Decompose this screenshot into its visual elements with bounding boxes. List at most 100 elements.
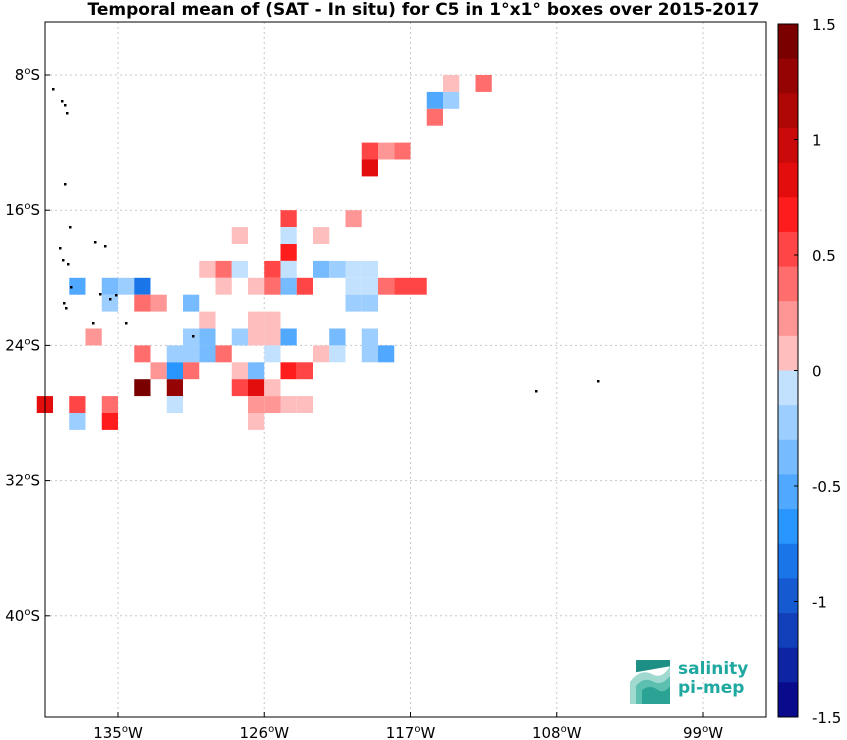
island-markers: [52, 88, 600, 393]
island-dot: [109, 298, 112, 301]
colorbar-step: [778, 231, 798, 268]
lon-tick-label: 99oW: [683, 724, 723, 740]
anomaly-cell: [280, 260, 297, 278]
anomaly-cell: [329, 260, 346, 278]
anomaly-cell: [248, 277, 265, 295]
anomaly-cell: [378, 277, 395, 295]
lat-tick-label: 8oS: [15, 66, 40, 84]
anomaly-cell: [296, 396, 313, 413]
colorbar-step: [778, 24, 798, 60]
colorbar-step: [778, 543, 798, 579]
anomaly-cell: [329, 345, 346, 363]
anomaly-cell: [264, 260, 281, 278]
island-dot: [94, 241, 97, 244]
anomaly-cell: [361, 345, 378, 363]
anomaly-cell: [69, 277, 86, 295]
anomaly-cell: [101, 413, 118, 430]
colorbar: [777, 23, 799, 718]
anomaly-cell: [426, 91, 443, 109]
lat-tick-label: 16oS: [5, 201, 40, 219]
logo-line-salinity: salinity: [678, 659, 749, 679]
anomaly-cell: [280, 244, 297, 261]
lon-tick-label: 126oW: [239, 724, 289, 740]
anomaly-cell: [248, 396, 265, 413]
colorbar-step: [778, 613, 798, 649]
colorbar-step: [778, 405, 798, 441]
anomaly-cell: [264, 277, 281, 295]
colorbar-step: [778, 93, 798, 129]
anomaly-cell: [199, 345, 216, 363]
lat-tick-label: 40oS: [5, 607, 40, 625]
anomaly-cell: [166, 379, 183, 397]
anomaly-cell: [313, 227, 330, 244]
island-dot: [67, 263, 70, 266]
anomaly-cell: [361, 328, 378, 346]
anomaly-cell: [215, 345, 232, 363]
anomaly-cell: [280, 227, 297, 244]
anomaly-cell: [280, 210, 297, 228]
anomaly-cell: [248, 311, 265, 329]
anomaly-cell: [69, 413, 86, 430]
colorbar-tick-label: 0.5: [812, 247, 836, 265]
island-dot: [69, 226, 72, 229]
logo-line-pi-mep: pi-mep: [678, 678, 745, 698]
colorbar-tick-label: -0.5: [812, 478, 841, 496]
island-dot: [64, 183, 67, 186]
anomaly-cell: [215, 260, 232, 278]
anomaly-cell: [345, 260, 362, 278]
lat-tick-label: 32oS: [5, 472, 40, 490]
island-dot: [52, 88, 55, 91]
colorbar-step: [778, 58, 798, 94]
colorbar-tick-label: 0: [812, 363, 822, 381]
anomaly-cell: [264, 379, 281, 397]
anomaly-cell: [345, 210, 362, 228]
anomaly-cell: [134, 345, 151, 363]
island-dot: [65, 307, 68, 310]
anomaly-cell: [280, 328, 297, 346]
colorbar-tick-label: 1.5: [812, 16, 836, 34]
anomaly-cell: [361, 159, 378, 177]
anomaly-cell: [231, 260, 248, 278]
lon-tick-label: 117oW: [386, 724, 436, 740]
anomaly-cell: [183, 362, 200, 380]
anomaly-cell: [231, 362, 248, 380]
anomaly-cell: [361, 294, 378, 312]
island-dot: [535, 390, 538, 393]
colorbar-step: [778, 370, 798, 406]
anomaly-cell: [150, 362, 167, 380]
colorbar-step: [778, 682, 798, 718]
colorbar-tick-label: -1.5: [812, 709, 841, 727]
island-dot: [104, 245, 107, 248]
anomaly-cell: [313, 345, 330, 363]
colorbar-step: [778, 335, 798, 371]
lat-tick-label: 24oS: [5, 336, 40, 354]
salinity-pi-mep-logo: salinity pi-mep: [626, 660, 756, 708]
colorbar-tick-label: 1: [812, 132, 822, 150]
colorbar-step: [778, 301, 798, 337]
anomaly-cell: [248, 362, 265, 380]
colorbar-step: [778, 509, 798, 545]
anomaly-cell: [231, 227, 248, 244]
anomaly-cell: [345, 294, 362, 312]
anomaly-cell: [183, 294, 200, 312]
anomaly-cell: [394, 277, 411, 295]
anomaly-cell: [248, 379, 265, 397]
anomaly-cell: [101, 277, 118, 295]
anomaly-cell: [361, 142, 378, 160]
anomaly-cell: [166, 362, 183, 380]
colorbar-step: [778, 127, 798, 164]
colorbar-step: [778, 162, 798, 198]
anomaly-cell: [475, 75, 492, 92]
island-dot: [115, 294, 118, 297]
anomaly-cell: [166, 396, 183, 413]
anomaly-cell: [166, 345, 183, 363]
anomaly-cell: [134, 277, 151, 295]
anomaly-cell: [280, 362, 297, 380]
map-title: Temporal mean of (SAT - In situ) for C5 …: [87, 0, 760, 20]
anomaly-cell: [264, 311, 281, 329]
lon-tick-label: 135oW: [93, 724, 143, 740]
island-dot: [99, 293, 102, 296]
anomaly-cell: [231, 328, 248, 346]
anomaly-cell: [199, 328, 216, 346]
